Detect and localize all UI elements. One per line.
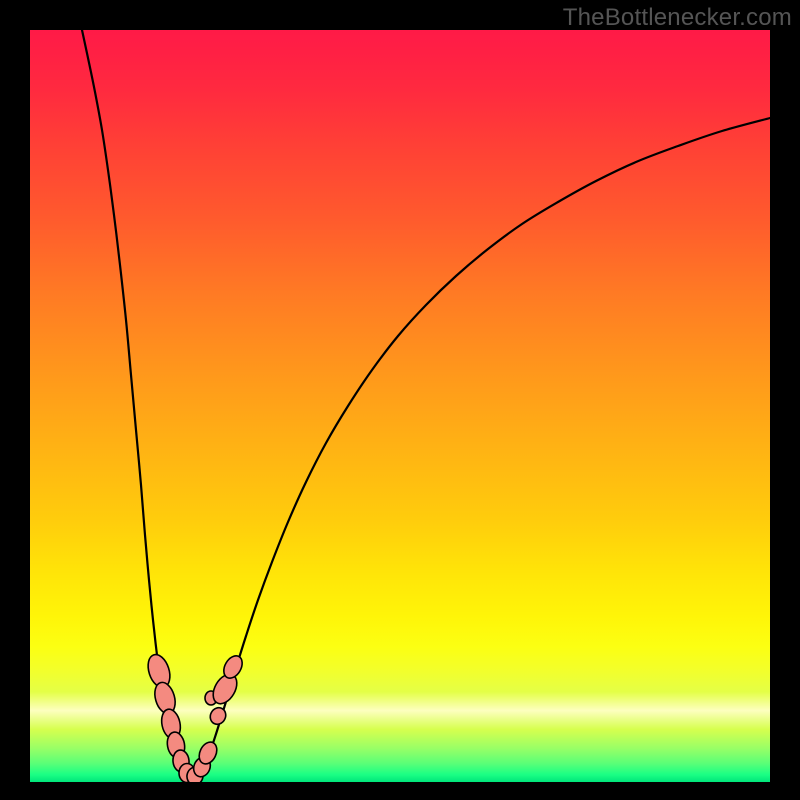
watermark-text: TheBottlenecker.com [563, 4, 792, 32]
v-curve-path [82, 30, 770, 781]
nodule-cluster [144, 652, 246, 782]
bottleneck-curve [30, 30, 770, 782]
